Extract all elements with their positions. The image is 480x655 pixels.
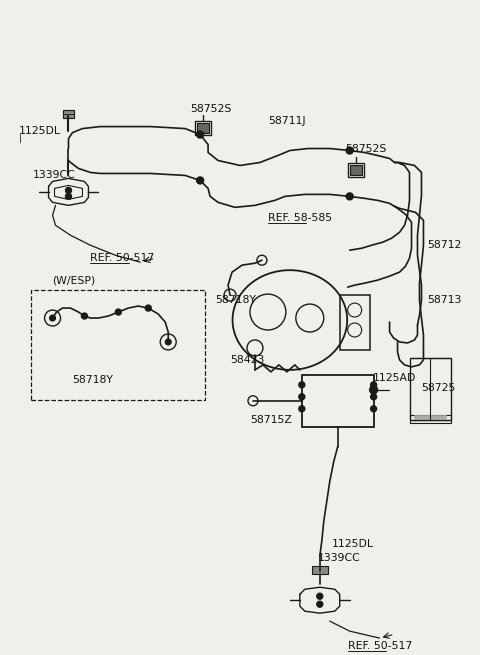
- Circle shape: [197, 131, 204, 138]
- Bar: [62, 109, 74, 118]
- Bar: [350, 166, 361, 176]
- Text: 1339CC: 1339CC: [318, 553, 360, 563]
- Text: 1125DL: 1125DL: [19, 126, 60, 136]
- Bar: [302, 375, 373, 426]
- Text: 58752S: 58752S: [190, 103, 231, 113]
- Text: 58725: 58725: [421, 383, 456, 393]
- Text: 1339CC: 1339CC: [33, 170, 75, 180]
- Circle shape: [299, 394, 305, 400]
- Bar: [415, 415, 446, 420]
- Text: 58718Y: 58718Y: [72, 375, 113, 385]
- Circle shape: [371, 394, 377, 400]
- Text: (W/ESP): (W/ESP): [52, 275, 96, 285]
- Circle shape: [197, 177, 204, 184]
- Circle shape: [82, 313, 87, 319]
- Bar: [312, 567, 328, 574]
- Circle shape: [371, 382, 377, 388]
- Text: REF. 58-585: REF. 58-585: [268, 214, 332, 223]
- Text: 1125AD: 1125AD: [372, 373, 416, 383]
- Bar: [62, 109, 74, 118]
- Circle shape: [370, 386, 378, 394]
- Bar: [409, 415, 451, 422]
- Bar: [195, 121, 211, 134]
- Bar: [409, 358, 451, 420]
- Text: 58712: 58712: [428, 240, 462, 250]
- Text: REF. 50-517: REF. 50-517: [90, 253, 155, 263]
- Circle shape: [317, 601, 323, 607]
- Text: 58423: 58423: [230, 355, 264, 365]
- Bar: [348, 164, 364, 178]
- Text: 58713: 58713: [428, 295, 462, 305]
- Circle shape: [65, 187, 72, 193]
- Circle shape: [299, 406, 305, 412]
- Circle shape: [145, 305, 151, 311]
- Text: |: |: [19, 134, 22, 143]
- Bar: [197, 122, 209, 132]
- Bar: [197, 122, 209, 132]
- Text: 58718Y: 58718Y: [215, 295, 256, 305]
- Circle shape: [317, 593, 323, 599]
- Bar: [340, 295, 370, 350]
- Circle shape: [346, 193, 353, 200]
- Bar: [31, 290, 205, 400]
- Text: REF. 50-517: REF. 50-517: [348, 641, 412, 651]
- Circle shape: [115, 309, 121, 315]
- Circle shape: [165, 339, 171, 345]
- Circle shape: [299, 382, 305, 388]
- Circle shape: [371, 406, 377, 412]
- Circle shape: [65, 193, 72, 199]
- Text: 1125DL: 1125DL: [332, 539, 374, 550]
- Text: 58752S: 58752S: [345, 143, 386, 153]
- Bar: [312, 567, 328, 574]
- Bar: [350, 166, 361, 176]
- Circle shape: [49, 315, 56, 321]
- Text: 58711J: 58711J: [268, 115, 306, 126]
- Circle shape: [346, 147, 353, 154]
- Text: 58715Z: 58715Z: [250, 415, 292, 424]
